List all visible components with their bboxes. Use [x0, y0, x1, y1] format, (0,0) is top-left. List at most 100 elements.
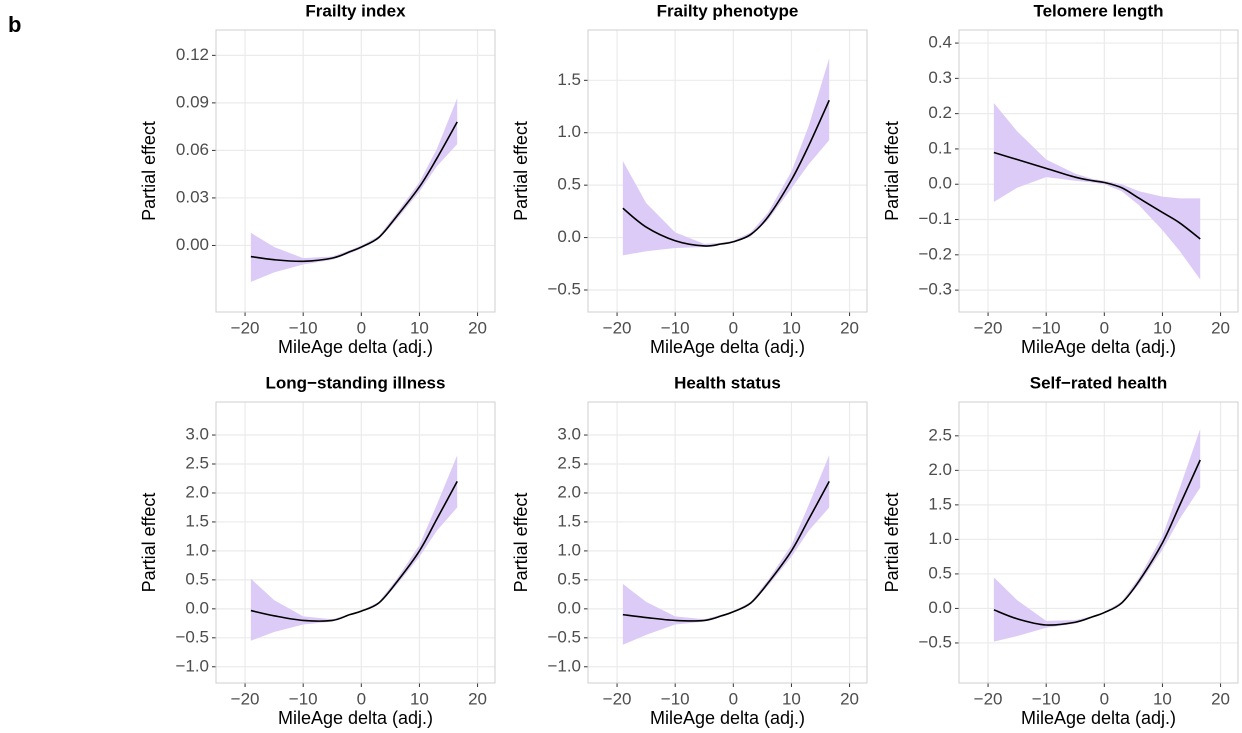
y-tick-label: 0.4 [928, 33, 952, 52]
y-axis-label: Partial effect [139, 121, 159, 221]
x-axis-label: MileAge delta (adj.) [1021, 708, 1176, 728]
y-tick-label: 0.1 [928, 138, 952, 157]
y-tick-label: −0.1 [918, 209, 952, 228]
y-tick-label: 2.0 [557, 482, 581, 501]
x-tick-label: 0 [729, 689, 738, 708]
y-tick-label: 0.5 [928, 563, 952, 582]
fit-line [250, 480, 458, 622]
y-tick-label: 0.0 [185, 598, 209, 617]
y-tick-label: 0.5 [557, 175, 581, 194]
y-tick-label: −0.5 [547, 627, 581, 646]
y-tick-label: 0.09 [176, 92, 209, 111]
panel: −1.0 −0.5 0.0 0.5 1.0 1.5 2.0 2.5 3.0 −20 −10 0 10 20… [139, 373, 496, 728]
fit-line [622, 480, 830, 622]
panel: −0.5 0.0 0.5 1.0 1.5 −20 −10 0 10 20 Frailty pheno… [511, 1, 868, 357]
y-tick-label: 0.0 [928, 598, 952, 617]
x-tick-label: 10 [410, 318, 429, 337]
plot-border [587, 29, 868, 313]
x-tick-label: −20 [603, 318, 632, 337]
x-tick-label: −10 [1032, 318, 1061, 337]
y-tick-label: 1.5 [928, 494, 952, 513]
panel: −0.5 0.0 0.5 1.0 1.5 2.0 2.5 −20 −10 0 10 20 Self−ra… [882, 373, 1239, 728]
panel: −0.3 −0.2 −0.1 0.0 0.1 0.2 0.3 0.4 −20 −10 0 10 20 Te… [882, 1, 1239, 357]
y-tick-label: 1.0 [185, 540, 209, 559]
x-tick-label: −10 [289, 318, 318, 337]
confidence-band [622, 58, 830, 256]
y-tick-label: 2.5 [928, 425, 952, 444]
y-axis-label: Partial effect [511, 493, 531, 593]
fit-line [250, 121, 458, 263]
x-tick-label: 0 [729, 318, 738, 337]
y-tick-label: 0.06 [176, 140, 209, 159]
x-tick-label: 20 [1211, 318, 1230, 337]
fit-line [993, 459, 1201, 626]
y-tick-label: 0.5 [557, 569, 581, 588]
fit-line [993, 151, 1201, 240]
y-axis-label: Partial effect [882, 121, 902, 221]
x-tick-label: 10 [1153, 689, 1172, 708]
y-tick-label: 3.0 [185, 425, 209, 444]
x-tick-label: −10 [661, 689, 690, 708]
x-tick-label: 20 [468, 318, 487, 337]
x-tick-label: −20 [231, 689, 260, 708]
y-tick-label: 2.0 [928, 460, 952, 479]
panel-title: Long−standing illness [266, 373, 446, 392]
x-tick-label: −20 [974, 689, 1003, 708]
x-axis-label: MileAge delta (adj.) [278, 337, 433, 357]
y-tick-label: −1.0 [547, 656, 581, 675]
y-tick-label: 1.0 [557, 540, 581, 559]
x-tick-label: 10 [782, 689, 801, 708]
x-axis-label: MileAge delta (adj.) [650, 337, 805, 357]
x-tick-label: 20 [840, 689, 859, 708]
y-tick-label: −1.0 [175, 656, 209, 675]
x-tick-label: 0 [1100, 318, 1109, 337]
y-tick-label: 0.0 [557, 598, 581, 617]
panel-title: Self−rated health [1030, 373, 1167, 392]
y-tick-label: 0.0 [928, 174, 952, 193]
x-tick-label: −20 [231, 318, 260, 337]
y-tick-label: 0.2 [928, 103, 952, 122]
y-axis-label: Partial effect [139, 493, 159, 593]
plot-border [215, 29, 496, 313]
x-tick-label: 10 [1153, 318, 1172, 337]
y-axis-label: Partial effect [882, 493, 902, 593]
x-axis-label: MileAge delta (adj.) [278, 708, 433, 728]
x-tick-label: 0 [1100, 689, 1109, 708]
x-tick-label: 20 [468, 689, 487, 708]
y-tick-label: −0.5 [175, 627, 209, 646]
y-tick-label: 0.12 [176, 45, 209, 64]
confidence-band [993, 428, 1201, 642]
x-tick-label: −10 [661, 318, 690, 337]
plot-border [215, 401, 496, 684]
panel-title: Frailty index [305, 1, 406, 20]
panel-title: Telomere length [1033, 1, 1163, 20]
x-tick-label: −20 [603, 689, 632, 708]
y-tick-label: 0.00 [176, 235, 209, 254]
y-tick-label: 2.5 [185, 453, 209, 472]
y-tick-label: 1.5 [557, 70, 581, 89]
panel-title: Health status [674, 373, 781, 392]
y-tick-label: 0.03 [176, 187, 209, 206]
y-tick-label: 1.5 [185, 511, 209, 530]
y-axis-label: Partial effect [511, 121, 531, 221]
x-tick-label: −10 [1032, 689, 1061, 708]
y-tick-label: −0.5 [918, 632, 952, 651]
x-tick-label: −10 [289, 689, 318, 708]
plot-border [958, 401, 1239, 684]
y-tick-label: 3.0 [557, 425, 581, 444]
confidence-band [250, 455, 458, 641]
y-tick-label: −0.3 [918, 280, 952, 299]
y-tick-label: 1.5 [557, 511, 581, 530]
y-tick-label: 0.5 [185, 569, 209, 588]
x-tick-label: 20 [840, 318, 859, 337]
plot-background [588, 30, 867, 312]
y-tick-label: 1.0 [928, 529, 952, 548]
y-tick-label: 0.0 [557, 227, 581, 246]
x-tick-label: −20 [974, 318, 1003, 337]
y-tick-label: −0.2 [918, 244, 952, 263]
y-tick-label: 0.3 [928, 68, 952, 87]
y-tick-label: −0.5 [547, 279, 581, 298]
x-tick-label: 0 [357, 318, 366, 337]
y-tick-label: 2.5 [557, 453, 581, 472]
